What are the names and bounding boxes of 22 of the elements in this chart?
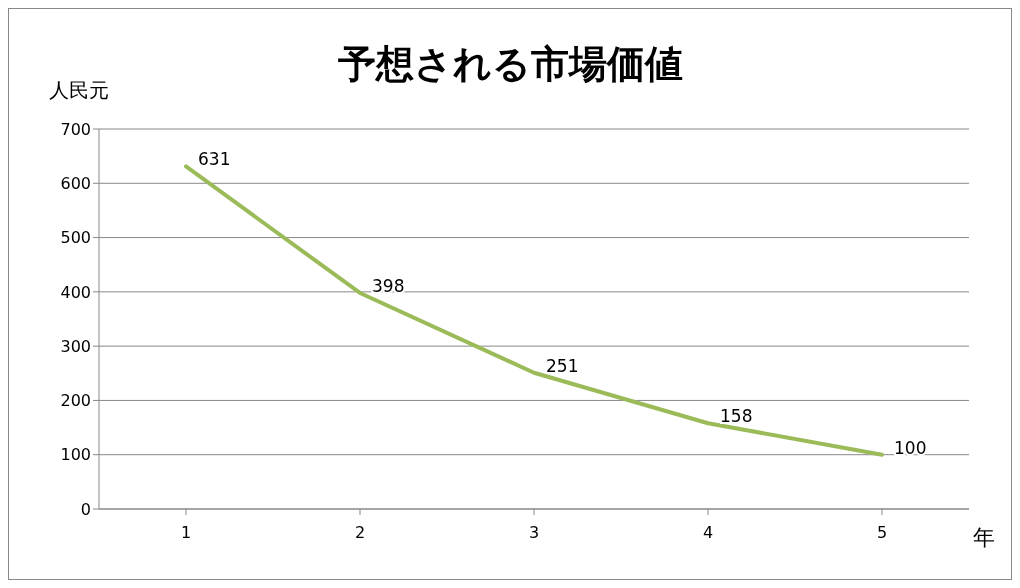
y-axis-title: 人民元 [49,77,109,104]
data-label: 631 [198,149,231,170]
line-series [184,164,884,457]
y-tick-label: 0 [80,499,91,519]
x-tick-label: 3 [528,523,540,543]
y-tick-label: 700 [60,119,91,139]
data-label: 158 [720,406,753,427]
data-label: 398 [372,275,405,296]
y-tick-label: 400 [60,282,91,302]
x-tick-label: 1 [180,523,192,543]
y-tick-label: 100 [60,445,91,465]
x-tick-label: 4 [702,523,714,543]
x-tick-label: 2 [354,523,366,543]
data-label: 251 [546,355,579,376]
x-tick-label: 5 [876,523,888,543]
y-tick-label: 200 [60,391,91,411]
y-tick-label: 600 [60,173,91,193]
y-tick-label: 500 [60,228,91,248]
data-label: 100 [894,437,927,458]
chart-title: 予想される市場価値 [337,42,683,86]
x-axis-title: 年 [973,524,995,552]
y-tick-label: 300 [60,336,91,356]
